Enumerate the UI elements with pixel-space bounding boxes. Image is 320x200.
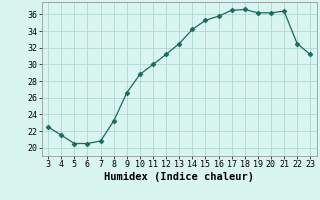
- X-axis label: Humidex (Indice chaleur): Humidex (Indice chaleur): [104, 172, 254, 182]
